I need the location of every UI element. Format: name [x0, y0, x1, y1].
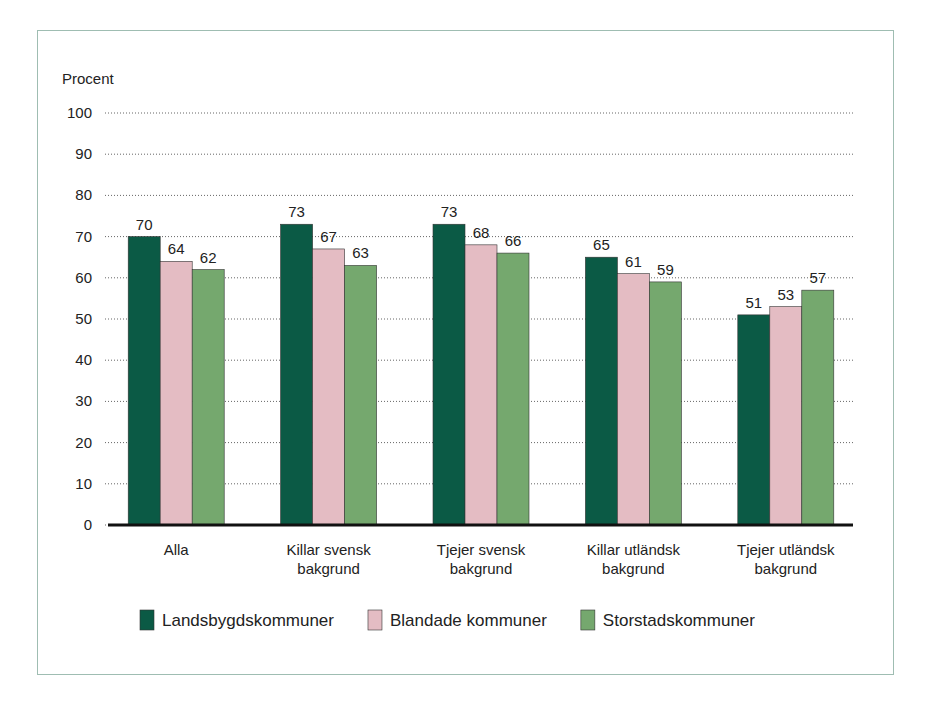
grid-line — [105, 154, 853, 155]
bar — [192, 270, 224, 525]
bar — [433, 224, 465, 525]
x-tick-label: Tjejer svensk bakgrund — [437, 541, 526, 577]
y-tick-label: 50 — [75, 310, 92, 327]
x-tick-label-line: Alla — [164, 541, 190, 558]
bar — [345, 265, 377, 525]
x-tick-label-line: bakgrund — [755, 560, 818, 577]
legend-label: Landsbygdskommuner — [162, 611, 334, 630]
bar — [313, 249, 345, 525]
x-tick-label-line: bakgrund — [297, 560, 360, 577]
data-label: 66 — [505, 232, 522, 249]
legend-label: Storstadskommuner — [603, 611, 755, 630]
bar — [465, 245, 497, 525]
bar — [585, 257, 617, 525]
legend-label: Blandade kommuner — [390, 611, 547, 630]
bar — [281, 224, 313, 525]
x-tick-label: Killar svensk bakgrund — [286, 541, 371, 577]
grid-line — [105, 113, 853, 114]
data-label: 61 — [625, 253, 642, 270]
bars — [128, 224, 834, 525]
y-tick-label: 90 — [75, 145, 92, 162]
frame — [38, 31, 894, 675]
legend-swatch — [140, 610, 154, 630]
y-tick-label: 40 — [75, 351, 92, 368]
x-tick-label: Alla — [164, 541, 190, 558]
data-label: 67 — [320, 228, 337, 245]
x-tick-label-line: Tjejer utländsk — [737, 541, 835, 558]
data-label: 73 — [288, 203, 305, 220]
data-label: 51 — [745, 294, 762, 311]
y-tick-label: 30 — [75, 392, 92, 409]
bar — [617, 274, 649, 525]
bar — [802, 290, 834, 525]
bar — [770, 307, 802, 525]
y-tick-label: 100 — [67, 104, 92, 121]
data-label: 62 — [200, 249, 217, 266]
data-label: 53 — [777, 286, 794, 303]
bar — [738, 315, 770, 525]
y-axis-label: Procent — [62, 70, 115, 87]
grid-line — [105, 525, 853, 526]
data-labels: 70 73 73 65 51 64 67 68 61 53 62 63 66 59 57 — [136, 203, 826, 311]
data-label: 59 — [657, 261, 674, 278]
chart-svg: Procent 0 10 20 30 40 50 60 70 80 90 100 70 73 73 65 51 6… — [0, 0, 930, 707]
y-tick-label: 60 — [75, 269, 92, 286]
x-tick-label-line: bakgrund — [602, 560, 665, 577]
data-label: 65 — [593, 236, 610, 253]
x-tick-label-line: Killar utländsk — [587, 541, 681, 558]
y-tick-label: 10 — [75, 475, 92, 492]
x-axis-line — [108, 524, 853, 527]
chart-container: Procent 0 10 20 30 40 50 60 70 80 90 100 70 73 73 65 51 6… — [0, 0, 930, 707]
data-label: 70 — [136, 216, 153, 233]
x-tick-label-line: bakgrund — [450, 560, 513, 577]
x-tick-label-line: Tjejer svensk — [437, 541, 526, 558]
bar — [649, 282, 681, 525]
bar — [160, 261, 192, 525]
y-tick-label: 80 — [75, 186, 92, 203]
x-tick-label: Killar utländsk bakgrund — [587, 541, 681, 577]
data-label: 64 — [168, 240, 185, 257]
data-label: 68 — [473, 224, 490, 241]
legend-swatch — [581, 610, 595, 630]
y-tick-label: 0 — [84, 516, 92, 533]
grid-line — [105, 195, 853, 196]
legend-swatch — [368, 610, 382, 630]
data-label: 73 — [441, 203, 458, 220]
x-tick-label: Tjejer utländsk bakgrund — [737, 541, 835, 577]
x-tick-label-line: Killar svensk — [286, 541, 371, 558]
data-label: 63 — [352, 244, 369, 261]
bar — [497, 253, 529, 525]
bar — [128, 237, 160, 525]
y-tick-label: 20 — [75, 434, 92, 451]
data-label: 57 — [809, 269, 826, 286]
y-tick-label: 70 — [75, 228, 92, 245]
